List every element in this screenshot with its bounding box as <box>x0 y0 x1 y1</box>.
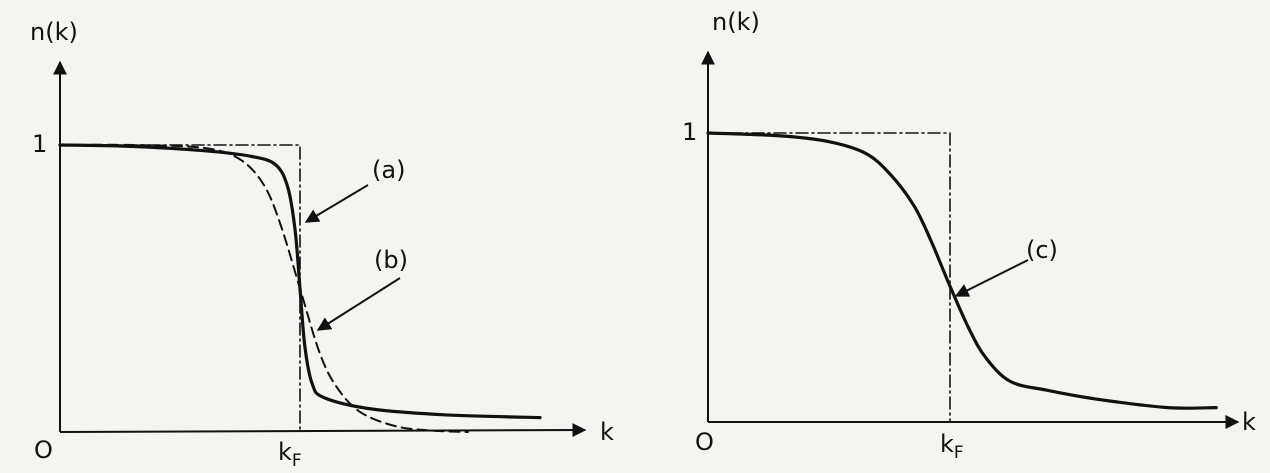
right-x-tick-sub: F <box>954 443 964 463</box>
right-y-tick-label: 1 <box>682 118 697 146</box>
right-origin-label: O <box>695 428 714 456</box>
right-x-tick-main: k <box>940 430 954 458</box>
left-label-a: (a) <box>372 156 405 184</box>
left-label-b: (b) <box>374 246 408 274</box>
left-x-axis-label: k <box>600 418 614 446</box>
left-x-axis <box>59 423 587 438</box>
right-x-tick-label: kF <box>940 430 964 463</box>
left-x-tick-main: k <box>278 438 292 466</box>
right-y-axis-label: n(k) <box>712 8 760 36</box>
left-curve-b <box>59 143 469 433</box>
left-panel: n(k) k O 1 kF (a) (b) <box>30 18 614 471</box>
left-x-tick-sub: F <box>292 451 302 471</box>
left-y-axis-label: n(k) <box>30 18 78 46</box>
right-label-c: (c) <box>1026 236 1058 264</box>
left-series-reference <box>59 144 301 433</box>
right-curve-reference <box>707 132 951 423</box>
left-series-a <box>58 143 542 420</box>
left-curve-reference <box>59 144 301 433</box>
right-panel: n(k) k O 1 kF (c) <box>682 8 1256 463</box>
right-curve-c <box>706 131 1218 410</box>
left-pointer-b <box>316 277 401 331</box>
left-y-tick-label: 1 <box>32 130 47 158</box>
left-x-tick-label: kF <box>278 438 302 471</box>
left-pointer-a <box>304 184 369 223</box>
left-origin-label: O <box>34 436 53 464</box>
right-pointer-c <box>954 259 1029 297</box>
left-series-b <box>59 143 469 433</box>
right-series-reference <box>707 132 951 423</box>
right-x-axis-label: k <box>1242 408 1256 436</box>
left-curve-a <box>58 143 542 420</box>
right-series-c <box>706 131 1218 410</box>
